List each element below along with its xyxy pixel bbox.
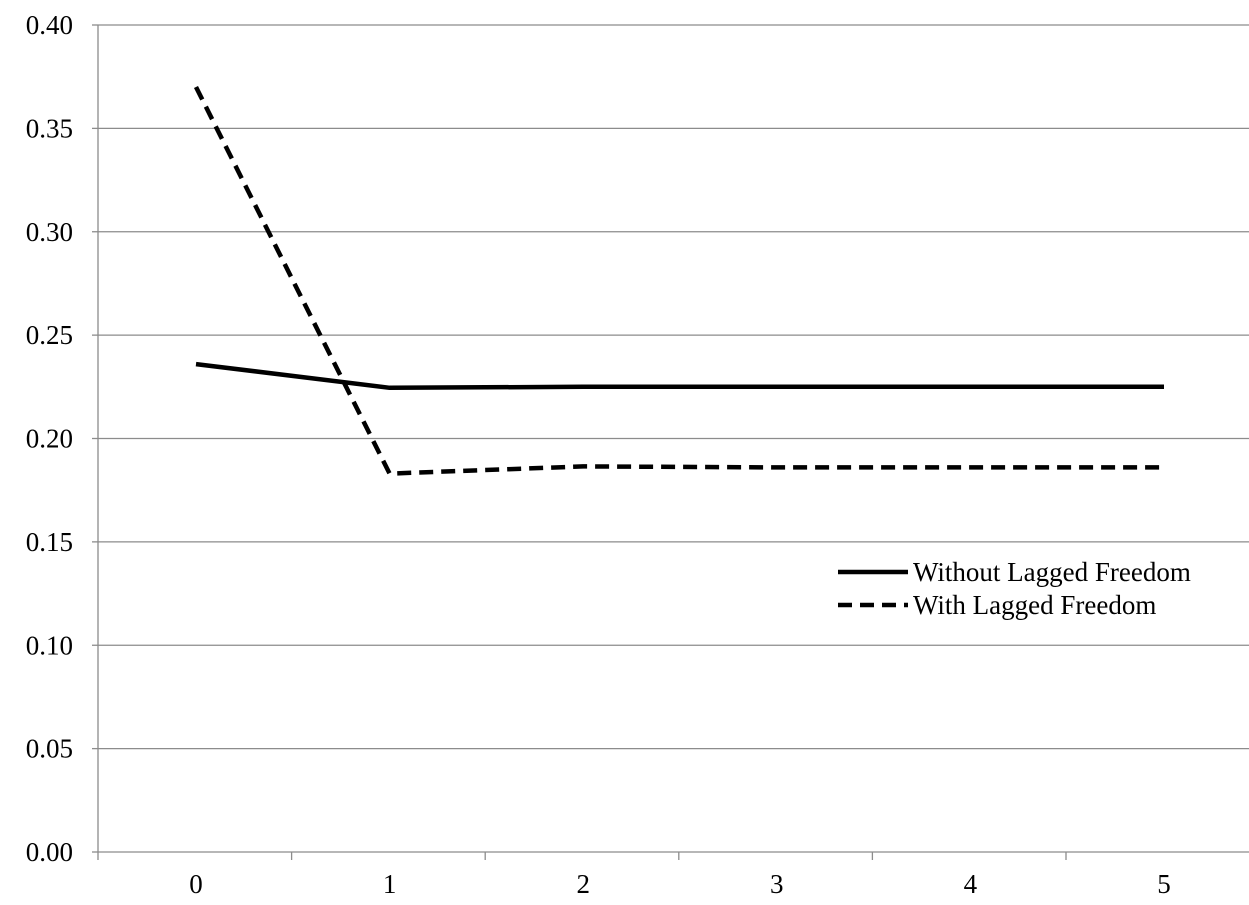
y-tick-label: 0.35 [26,113,73,143]
legend-label: Without Lagged Freedom [913,557,1191,587]
gridlines [98,24,1249,750]
x-tick-label: 0 [189,869,203,899]
y-axis-tick-labels: 0.00 0.05 0.10 0.15 0.20 0.25 0.30 0.35 0.40 [26,10,98,867]
x-tick-label: 1 [383,869,397,899]
x-tick-label: 4 [964,869,978,899]
y-tick-label: 0.30 [26,217,73,247]
x-tick-label: 2 [576,869,590,899]
y-tick-label: 0.40 [26,10,73,40]
y-tick-label: 0.00 [26,837,73,867]
series-line-without-lagged-freedom [195,361,1164,391]
legend-label: With Lagged Freedom [913,590,1156,620]
x-axis-tick-labels: 0 1 2 3 4 5 [189,869,1171,899]
y-tick-label: 0.15 [26,527,73,557]
series-line-with-lagged-freedom [193,85,1164,476]
y-tick-label: 0.10 [26,630,73,660]
y-tick-label: 0.25 [26,320,73,350]
x-tick-label: 3 [770,869,784,899]
y-tick-label: 0.05 [26,734,73,764]
x-tick-label: 5 [1157,869,1171,899]
axes [97,25,1249,860]
y-tick-label: 0.20 [26,424,73,454]
series-lines [193,85,1164,476]
